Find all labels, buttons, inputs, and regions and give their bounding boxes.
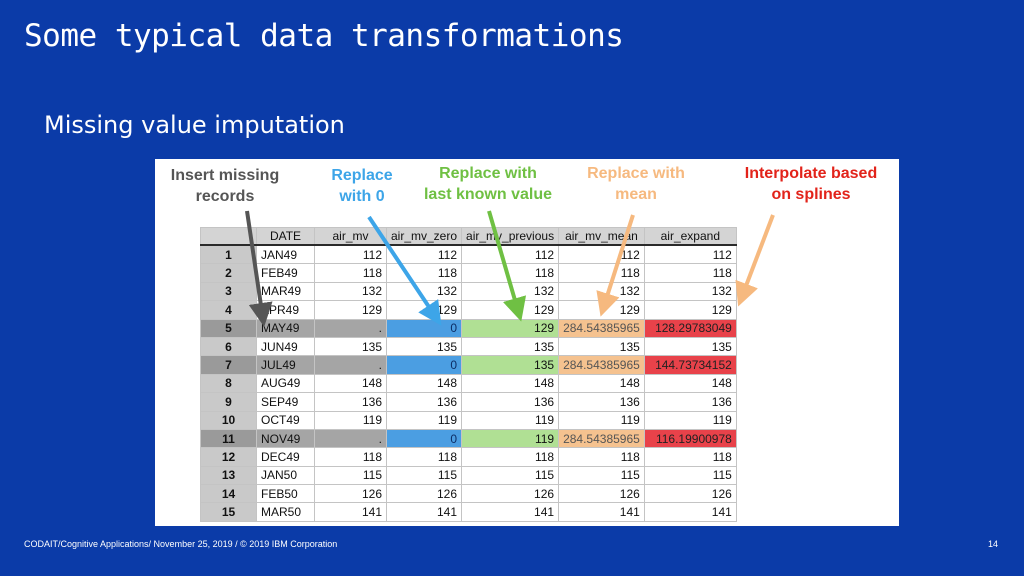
table-corner (200, 227, 257, 246)
arrow-mean (596, 214, 635, 317)
cell-air-expand: 136 (643, 392, 737, 412)
cell-air-mv-previous: 141 (461, 502, 560, 522)
cell-date: MAR50 (256, 502, 315, 522)
row-number: 9 (200, 392, 257, 412)
arrow-previous (487, 210, 527, 322)
cell-air-mv-mean: 284.54385965 (558, 318, 645, 338)
arrow-insert (245, 210, 273, 327)
arrow-spline (735, 214, 775, 307)
annotation-arrows (245, 210, 775, 327)
table-row: 3 MAR49 132 132 132 132 132 (200, 281, 737, 302)
cell-air-mv: 112 (314, 244, 387, 265)
annotation-mean-line2: mean (615, 186, 657, 203)
annotation-insert-line1: Insert missing (170, 167, 280, 184)
cell-air-mv-zero: 148 (385, 373, 463, 394)
cell-air-mv-previous: 135 (461, 355, 560, 375)
footer-text: CODAIT/Cognitive Applications/ November … (24, 539, 338, 549)
cell-date: DEC49 (256, 447, 315, 467)
annotation-zero-line2: with 0 (339, 188, 385, 205)
cell-air-mv-mean: 136 (558, 392, 645, 412)
cell-air-mv-previous: 136 (461, 392, 560, 412)
slide-subtitle: Missing value imputation (44, 111, 345, 139)
slide-title: Some typical data transformations (24, 18, 624, 54)
annotation-spline-line1: Interpolate based (744, 165, 878, 182)
annotation-replace-previous: Replace with last known value (413, 163, 563, 205)
annotation-spline: Interpolate based on splines (727, 163, 895, 205)
page-number: 14 (987, 539, 998, 549)
table-header-row: DATE air_mv air_mv_zero air_mv_previous … (200, 227, 737, 246)
column-header-air-mv: air_mv (314, 227, 387, 246)
imputation-figure: Insert missing records Replace with 0 Re… (155, 159, 899, 526)
cell-air-mv-mean: 118 (558, 263, 645, 283)
cell-air-expand: 141 (643, 502, 737, 522)
cell-air-mv-mean: 284.54385965 (558, 355, 645, 375)
table-row: 5 MAY49. 0 129 284.54385965 128.29783049 (200, 318, 737, 338)
cell-air-expand: 116.19900978 (643, 428, 737, 449)
data-table: DATE air_mv air_mv_zero air_mv_previous … (200, 227, 737, 522)
annotation-spline-line2: on splines (771, 186, 851, 203)
annotation-replace-zero: Replace with 0 (317, 165, 407, 207)
table-row: 13 JAN50 115 115 115 115 115 (200, 465, 737, 486)
annotation-replace-mean: Replace with mean (573, 163, 699, 205)
cell-air-expand: 115 (643, 465, 737, 486)
cell-air-expand: 144.73734152 (643, 355, 737, 375)
column-header-air-expand: air_expand (643, 227, 737, 246)
row-number: 15 (200, 502, 257, 522)
table-row: 7 JUL49. 0 135 284.54385965 144.73734152 (200, 355, 737, 375)
annotation-zero-line1: Replace (331, 167, 393, 184)
column-header-air-mv-previous: air_mv_previous (461, 227, 560, 246)
cell-air-mv: . (314, 428, 387, 449)
cell-air-mv-mean: 119 (558, 410, 645, 430)
row-number: 14 (200, 484, 257, 504)
cell-air-mv: . (314, 355, 387, 375)
cell-air-mv-previous: 118 (461, 447, 560, 467)
table-row: 15 MAR50 141 141 141 141 141 (200, 502, 737, 522)
annotation-previous-line1: Replace with (439, 165, 537, 182)
annotation-mean-line1: Replace with (587, 165, 685, 182)
row-number: 3 (200, 281, 257, 302)
row-number: 1 (200, 244, 257, 265)
annotation-previous-line2: last known value (423, 186, 553, 203)
table-row: 9 SEP49 136 136 136 136 136 (200, 392, 737, 412)
cell-date: OCT49 (256, 410, 315, 430)
table-row: 8 AUG49 148 148 148 148 148 (200, 373, 737, 394)
annotation-insert-missing: Insert missing records (159, 165, 291, 207)
row-number: 5 (200, 318, 257, 338)
cell-air-expand: 112 (643, 244, 737, 265)
cell-air-mv-mean: 118 (558, 447, 645, 467)
cell-air-mv: 141 (314, 502, 387, 522)
row-number: 12 (200, 447, 257, 467)
row-number: 13 (200, 465, 257, 486)
table-row: 12 DEC49 118 118 118 118 118 (200, 447, 737, 467)
cell-air-mv: 132 (314, 281, 387, 302)
cell-air-mv-previous: 119 (461, 410, 560, 430)
row-number: 11 (200, 428, 257, 449)
cell-air-expand: 128.29783049 (643, 318, 737, 338)
annotation-insert-line2: records (195, 188, 255, 205)
table-row: 10 OCT49 119 119 119 119 119 (200, 410, 737, 430)
arrow-zero (367, 215, 442, 326)
cell-date: SEP49 (256, 392, 315, 412)
table-body: 1 JAN49 112 112 112 112 112 2 FEB49 118 118 118 118 1… (200, 244, 737, 522)
column-header-air-mv-zero: air_mv_zero (385, 227, 463, 246)
cell-air-mv-zero: 0 (385, 355, 463, 375)
column-header-date: DATE (256, 227, 315, 246)
